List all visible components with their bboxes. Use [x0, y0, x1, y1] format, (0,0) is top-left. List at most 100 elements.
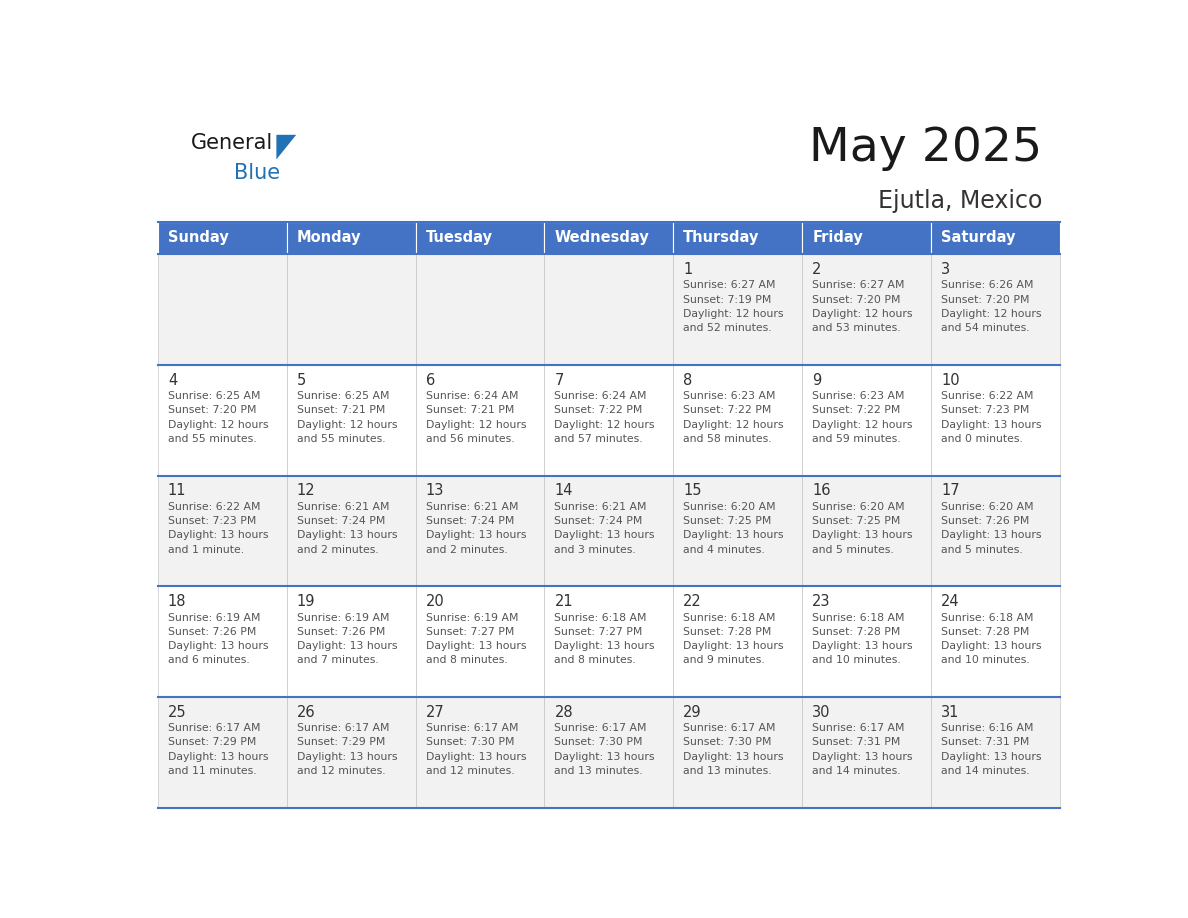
Bar: [802, 364, 931, 476]
Text: 8: 8: [683, 373, 693, 387]
Text: Sunrise: 6:19 AM: Sunrise: 6:19 AM: [168, 612, 260, 622]
Text: Daylight: 13 hours: Daylight: 13 hours: [168, 752, 268, 762]
Bar: [416, 476, 544, 587]
Text: Sunrise: 6:24 AM: Sunrise: 6:24 AM: [555, 391, 647, 401]
Text: Sunrise: 6:17 AM: Sunrise: 6:17 AM: [168, 723, 260, 733]
Text: 11: 11: [168, 483, 187, 498]
Text: Daylight: 12 hours: Daylight: 12 hours: [683, 420, 784, 430]
Text: Sunset: 7:22 PM: Sunset: 7:22 PM: [555, 406, 643, 415]
Text: 6: 6: [425, 373, 435, 387]
Text: Sunset: 7:20 PM: Sunset: 7:20 PM: [168, 406, 257, 415]
Text: and 58 minutes.: and 58 minutes.: [683, 434, 772, 443]
Text: 29: 29: [683, 705, 702, 720]
Text: and 5 minutes.: and 5 minutes.: [941, 544, 1023, 554]
Text: Daylight: 13 hours: Daylight: 13 hours: [425, 752, 526, 762]
Bar: [802, 222, 931, 254]
Text: and 1 minute.: and 1 minute.: [168, 544, 244, 554]
Text: Daylight: 13 hours: Daylight: 13 hours: [683, 641, 784, 651]
Text: and 5 minutes.: and 5 minutes.: [813, 544, 895, 554]
Text: Friday: Friday: [813, 230, 862, 245]
Text: Sunset: 7:24 PM: Sunset: 7:24 PM: [425, 516, 514, 526]
Bar: [544, 254, 674, 364]
Text: Ejutla, Mexico: Ejutla, Mexico: [878, 189, 1042, 213]
Bar: [416, 254, 544, 364]
Text: Sunset: 7:20 PM: Sunset: 7:20 PM: [941, 295, 1030, 305]
Text: Sunrise: 6:25 AM: Sunrise: 6:25 AM: [297, 391, 390, 401]
Bar: [931, 697, 1060, 808]
Text: Daylight: 12 hours: Daylight: 12 hours: [555, 420, 655, 430]
Text: Sunset: 7:30 PM: Sunset: 7:30 PM: [555, 737, 643, 747]
Text: and 4 minutes.: and 4 minutes.: [683, 544, 765, 554]
Text: and 12 minutes.: and 12 minutes.: [425, 766, 514, 776]
Text: 3: 3: [941, 262, 950, 277]
Text: Sunrise: 6:17 AM: Sunrise: 6:17 AM: [425, 723, 518, 733]
Text: and 54 minutes.: and 54 minutes.: [941, 323, 1030, 333]
Text: 17: 17: [941, 483, 960, 498]
Text: Sunset: 7:26 PM: Sunset: 7:26 PM: [168, 627, 257, 637]
Text: and 11 minutes.: and 11 minutes.: [168, 766, 257, 776]
Bar: [286, 364, 416, 476]
Text: Sunrise: 6:19 AM: Sunrise: 6:19 AM: [425, 612, 518, 622]
Text: Sunset: 7:27 PM: Sunset: 7:27 PM: [425, 627, 514, 637]
Bar: [674, 254, 802, 364]
Text: and 12 minutes.: and 12 minutes.: [297, 766, 385, 776]
Text: and 2 minutes.: and 2 minutes.: [297, 544, 379, 554]
Text: Sunrise: 6:17 AM: Sunrise: 6:17 AM: [555, 723, 647, 733]
Bar: [158, 587, 286, 697]
Bar: [674, 222, 802, 254]
Text: and 52 minutes.: and 52 minutes.: [683, 323, 772, 333]
Text: and 10 minutes.: and 10 minutes.: [941, 655, 1030, 666]
Text: Sunset: 7:26 PM: Sunset: 7:26 PM: [941, 516, 1030, 526]
Bar: [544, 697, 674, 808]
Text: Daylight: 13 hours: Daylight: 13 hours: [425, 531, 526, 541]
Text: Daylight: 13 hours: Daylight: 13 hours: [297, 531, 397, 541]
Text: and 7 minutes.: and 7 minutes.: [297, 655, 379, 666]
Text: Daylight: 13 hours: Daylight: 13 hours: [425, 641, 526, 651]
Text: 31: 31: [941, 705, 960, 720]
Text: 19: 19: [297, 594, 315, 609]
Bar: [286, 476, 416, 587]
Text: 12: 12: [297, 483, 315, 498]
Text: Daylight: 13 hours: Daylight: 13 hours: [813, 641, 912, 651]
Text: Sunrise: 6:21 AM: Sunrise: 6:21 AM: [425, 502, 518, 511]
Text: Sunset: 7:28 PM: Sunset: 7:28 PM: [941, 627, 1030, 637]
Bar: [286, 697, 416, 808]
Text: Daylight: 13 hours: Daylight: 13 hours: [941, 531, 1042, 541]
Text: Sunset: 7:26 PM: Sunset: 7:26 PM: [297, 627, 385, 637]
Text: and 8 minutes.: and 8 minutes.: [425, 655, 507, 666]
Text: Daylight: 13 hours: Daylight: 13 hours: [683, 531, 784, 541]
Text: Sunset: 7:22 PM: Sunset: 7:22 PM: [813, 406, 901, 415]
Text: Daylight: 12 hours: Daylight: 12 hours: [941, 308, 1042, 319]
Text: Sunrise: 6:21 AM: Sunrise: 6:21 AM: [555, 502, 647, 511]
Text: Blue: Blue: [234, 162, 280, 183]
Text: Sunrise: 6:21 AM: Sunrise: 6:21 AM: [297, 502, 390, 511]
Text: Sunset: 7:29 PM: Sunset: 7:29 PM: [297, 737, 385, 747]
Text: Daylight: 13 hours: Daylight: 13 hours: [941, 752, 1042, 762]
Text: Daylight: 12 hours: Daylight: 12 hours: [168, 420, 268, 430]
Text: Sunset: 7:19 PM: Sunset: 7:19 PM: [683, 295, 772, 305]
Text: Sunset: 7:31 PM: Sunset: 7:31 PM: [941, 737, 1030, 747]
Text: Sunrise: 6:20 AM: Sunrise: 6:20 AM: [683, 502, 776, 511]
Text: 27: 27: [425, 705, 444, 720]
Text: and 14 minutes.: and 14 minutes.: [813, 766, 901, 776]
Text: General: General: [191, 133, 273, 153]
Bar: [931, 364, 1060, 476]
Bar: [674, 364, 802, 476]
Text: Wednesday: Wednesday: [555, 230, 649, 245]
Text: Sunrise: 6:26 AM: Sunrise: 6:26 AM: [941, 280, 1034, 290]
Text: Daylight: 12 hours: Daylight: 12 hours: [425, 420, 526, 430]
Text: Daylight: 13 hours: Daylight: 13 hours: [555, 641, 655, 651]
Bar: [931, 222, 1060, 254]
Bar: [802, 697, 931, 808]
Text: Sunset: 7:20 PM: Sunset: 7:20 PM: [813, 295, 901, 305]
Text: Sunset: 7:28 PM: Sunset: 7:28 PM: [813, 627, 901, 637]
Text: 13: 13: [425, 483, 444, 498]
Text: 9: 9: [813, 373, 821, 387]
Bar: [158, 222, 286, 254]
Text: Sunset: 7:23 PM: Sunset: 7:23 PM: [168, 516, 257, 526]
Text: 28: 28: [555, 705, 573, 720]
Text: 2: 2: [813, 262, 822, 277]
Text: Daylight: 12 hours: Daylight: 12 hours: [813, 420, 912, 430]
Text: Sunrise: 6:18 AM: Sunrise: 6:18 AM: [683, 612, 776, 622]
Text: and 8 minutes.: and 8 minutes.: [555, 655, 637, 666]
